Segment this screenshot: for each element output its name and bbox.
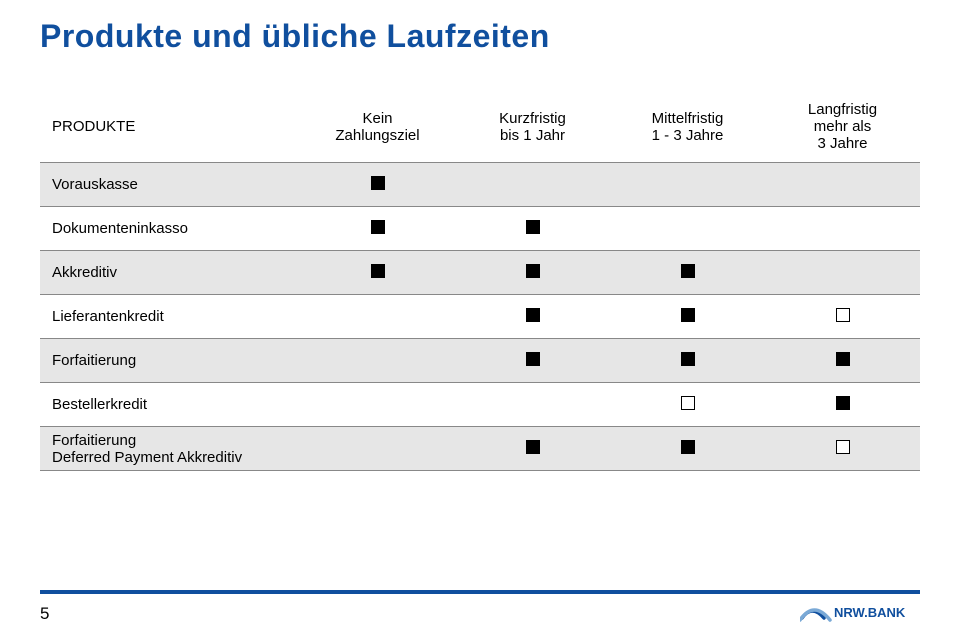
col-header-mittel: Mittelfristig1 - 3 Jahre bbox=[610, 95, 765, 163]
page-title: Produkte und übliche Laufzeiten bbox=[40, 18, 920, 55]
square-filled-icon bbox=[681, 440, 695, 454]
square-filled-icon bbox=[836, 352, 850, 366]
square-filled-icon bbox=[526, 264, 540, 278]
square-filled-icon bbox=[526, 308, 540, 322]
square-filled-icon bbox=[681, 352, 695, 366]
col-header-lang: Langfristigmehr als3 Jahre bbox=[765, 95, 920, 163]
cell bbox=[300, 207, 455, 251]
col-header-kurz: Kurzfristigbis 1 Jahr bbox=[455, 95, 610, 163]
square-filled-icon bbox=[371, 220, 385, 234]
row-label: Bestellerkredit bbox=[40, 383, 300, 427]
square-filled-icon bbox=[681, 264, 695, 278]
table-row: Akkreditiv bbox=[40, 251, 920, 295]
table-row: Forfaitierung bbox=[40, 339, 920, 383]
square-empty-icon bbox=[836, 308, 850, 322]
cell bbox=[300, 339, 455, 383]
table-row: Vorauskasse bbox=[40, 163, 920, 207]
cell bbox=[765, 295, 920, 339]
square-filled-icon bbox=[681, 308, 695, 322]
cell bbox=[300, 163, 455, 207]
cell bbox=[765, 339, 920, 383]
square-filled-icon bbox=[371, 264, 385, 278]
page-footer: 5 NRW.BANK bbox=[0, 586, 960, 636]
table-row: Bestellerkredit bbox=[40, 383, 920, 427]
cell bbox=[300, 427, 455, 471]
cell bbox=[455, 339, 610, 383]
nrw-bank-logo: NRW.BANK bbox=[800, 596, 920, 626]
cell bbox=[610, 207, 765, 251]
square-filled-icon bbox=[526, 440, 540, 454]
cell bbox=[610, 339, 765, 383]
col-header-kein: KeinZahlungsziel bbox=[300, 95, 455, 163]
row-label: Akkreditiv bbox=[40, 251, 300, 295]
cell bbox=[610, 163, 765, 207]
cell bbox=[455, 163, 610, 207]
row-label: Lieferantenkredit bbox=[40, 295, 300, 339]
cell bbox=[610, 295, 765, 339]
table-row: Lieferantenkredit bbox=[40, 295, 920, 339]
square-filled-icon bbox=[836, 396, 850, 410]
square-empty-icon bbox=[836, 440, 850, 454]
square-filled-icon bbox=[526, 220, 540, 234]
table-row: ForfaitierungDeferred Payment Akkreditiv bbox=[40, 427, 920, 471]
row-label: Forfaitierung bbox=[40, 339, 300, 383]
square-filled-icon bbox=[526, 352, 540, 366]
cell bbox=[765, 207, 920, 251]
row-label: Vorauskasse bbox=[40, 163, 300, 207]
square-filled-icon bbox=[371, 176, 385, 190]
cell bbox=[610, 427, 765, 471]
row-label: Dokumenteninkasso bbox=[40, 207, 300, 251]
cell bbox=[455, 427, 610, 471]
cell bbox=[610, 251, 765, 295]
cell bbox=[765, 163, 920, 207]
cell bbox=[300, 251, 455, 295]
footer-rule bbox=[40, 590, 920, 594]
cell bbox=[455, 295, 610, 339]
cell bbox=[300, 383, 455, 427]
cell bbox=[300, 295, 455, 339]
cell bbox=[455, 383, 610, 427]
cell bbox=[765, 251, 920, 295]
cell bbox=[765, 427, 920, 471]
page-number: 5 bbox=[40, 604, 49, 624]
cell bbox=[765, 383, 920, 427]
square-empty-icon bbox=[681, 396, 695, 410]
cell bbox=[455, 251, 610, 295]
cell bbox=[610, 383, 765, 427]
products-table: PRODUKTE KeinZahlungsziel Kurzfristigbis… bbox=[40, 95, 920, 471]
table-row: Dokumenteninkasso bbox=[40, 207, 920, 251]
cell bbox=[455, 207, 610, 251]
col-header-produkte: PRODUKTE bbox=[40, 95, 300, 163]
row-label: ForfaitierungDeferred Payment Akkreditiv bbox=[40, 427, 300, 471]
svg-text:NRW.BANK: NRW.BANK bbox=[834, 605, 906, 620]
